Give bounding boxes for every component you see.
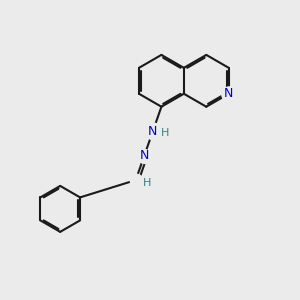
Text: H: H — [161, 128, 170, 138]
Text: H: H — [143, 178, 152, 188]
Text: N: N — [224, 87, 233, 100]
Text: N: N — [148, 125, 158, 138]
Text: N: N — [140, 149, 149, 162]
